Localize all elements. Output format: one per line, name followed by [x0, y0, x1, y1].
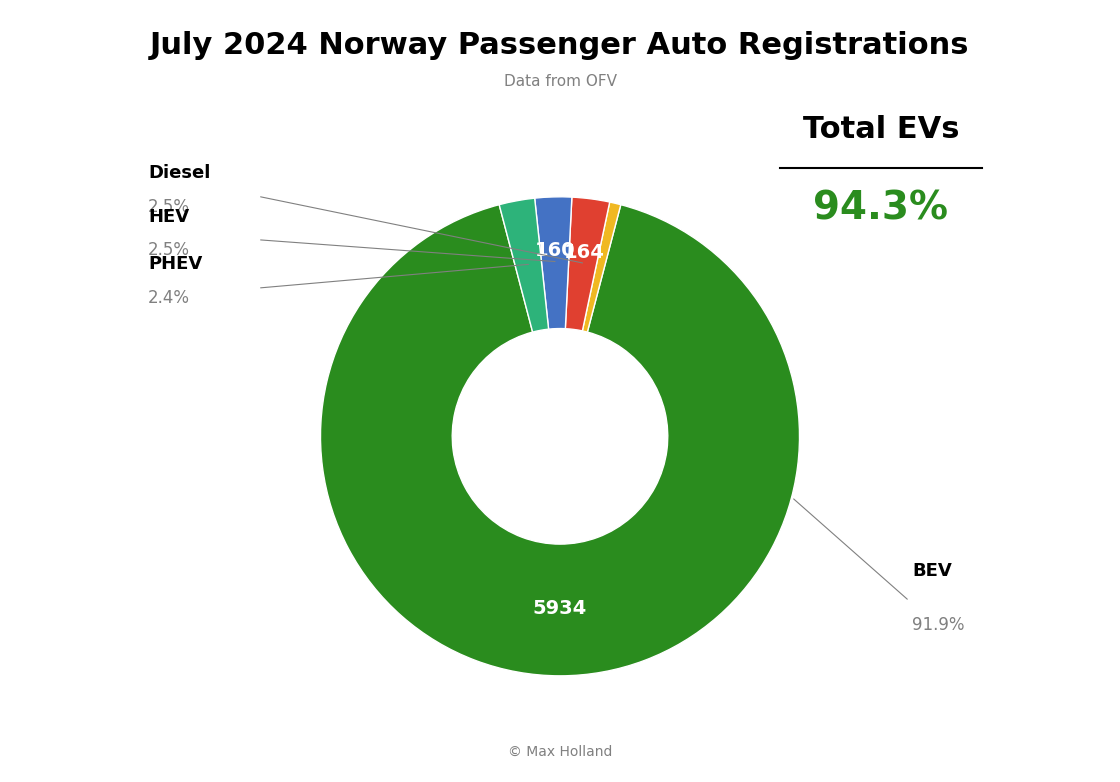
Wedge shape: [582, 202, 620, 332]
Text: 5934: 5934: [533, 599, 587, 619]
Text: 94.3%: 94.3%: [813, 190, 949, 228]
Wedge shape: [320, 205, 800, 676]
Text: 164: 164: [563, 242, 605, 262]
Text: 91.9%: 91.9%: [912, 616, 964, 634]
Text: Diesel: Diesel: [148, 164, 211, 182]
Text: Data from OFV: Data from OFV: [504, 74, 616, 89]
Text: 2.4%: 2.4%: [148, 289, 190, 307]
Text: 160: 160: [534, 242, 575, 260]
Wedge shape: [534, 197, 572, 329]
Text: PHEV: PHEV: [148, 256, 203, 274]
Text: 2.5%: 2.5%: [148, 198, 190, 216]
Text: HEV: HEV: [148, 207, 189, 225]
Wedge shape: [566, 197, 609, 331]
Wedge shape: [500, 198, 549, 332]
Text: © Max Holland: © Max Holland: [507, 744, 613, 759]
Text: Total EVs: Total EVs: [803, 115, 959, 144]
Text: 2.5%: 2.5%: [148, 241, 190, 259]
Text: July 2024 Norway Passenger Auto Registrations: July 2024 Norway Passenger Auto Registra…: [150, 31, 970, 60]
Text: BEV: BEV: [912, 562, 952, 580]
